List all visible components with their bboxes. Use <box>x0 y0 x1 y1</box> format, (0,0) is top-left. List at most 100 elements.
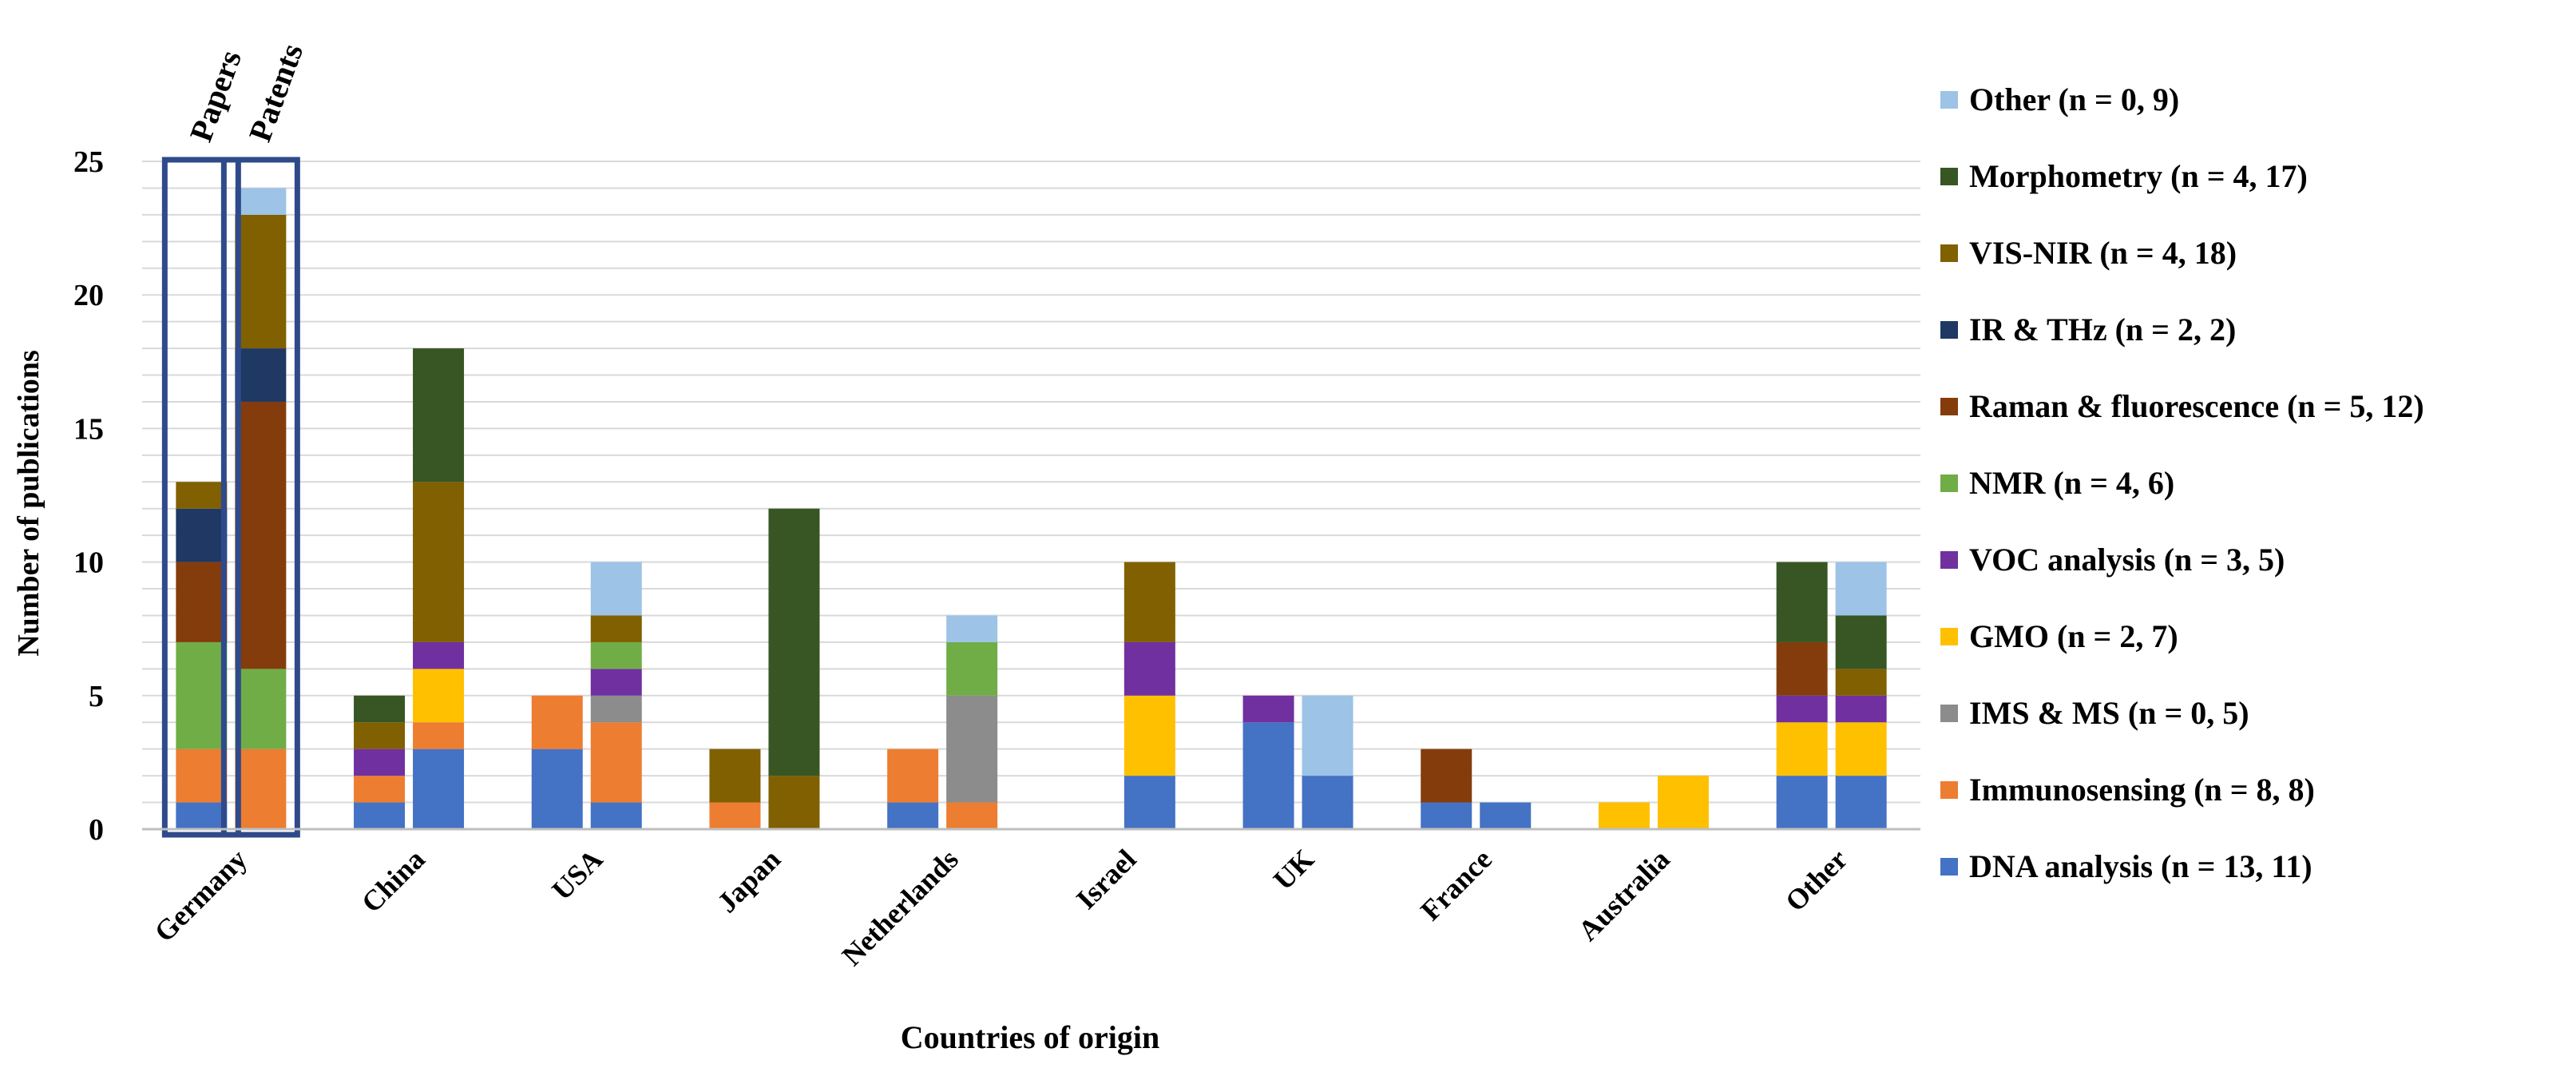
bar-segment-patents <box>1835 562 1887 616</box>
bar-segment-papers <box>1598 802 1650 829</box>
axes: 0 5 10 15 20 25 Germany China USA Japan Netherland… <box>73 145 1920 972</box>
bar-segment-patents <box>1302 776 1353 829</box>
bar-segment-patents <box>413 348 465 482</box>
legend-swatch <box>1940 91 1958 109</box>
bar-segment-patents <box>235 669 287 749</box>
y-tick-label: 15 <box>73 412 104 446</box>
bar-segment-papers <box>354 802 406 829</box>
legend-label: IMS & MS (n = 0, 5) <box>1969 695 2249 731</box>
bar-segment-patents <box>1480 802 1532 829</box>
bar-segment-papers <box>354 776 406 803</box>
y-tick-label: 5 <box>89 680 104 713</box>
legend-label: IR & THz (n = 2, 2) <box>1969 312 2236 347</box>
y-tick-label: 0 <box>89 813 104 847</box>
legend-label: Raman & fluorescence (n = 5, 12) <box>1969 388 2424 424</box>
legend-label: Immunosensing (n = 8, 8) <box>1969 772 2315 808</box>
bar-segment-papers <box>1776 562 1828 642</box>
bar-segment-patents <box>235 401 287 669</box>
x-tick-label: Japan <box>711 843 787 919</box>
legend-label: NMR (n = 4, 6) <box>1969 465 2174 501</box>
bar-segment-patents <box>1835 615 1887 669</box>
bar-segment-papers <box>531 695 583 749</box>
legend-swatch <box>1940 321 1958 339</box>
bar-segment-patents <box>590 695 642 723</box>
bar-segment-papers <box>176 562 228 642</box>
bar-segment-patents <box>1835 722 1887 776</box>
bar-segment-papers <box>1421 748 1472 803</box>
legend-label: Other (n = 0, 9) <box>1969 81 2179 117</box>
x-tick-label: Israel <box>1070 843 1142 915</box>
bar-segment-patents <box>1124 641 1175 696</box>
bar-segment-patents <box>1302 695 1353 776</box>
legend-swatch <box>1940 398 1958 415</box>
bar-segment-patents <box>590 802 642 829</box>
bar-segment-patents <box>590 562 642 616</box>
papers-group-label: Papers <box>183 46 249 146</box>
x-tick-label: France <box>1414 843 1498 927</box>
legend-swatch <box>1940 858 1958 876</box>
bar-segment-patents <box>1124 695 1175 776</box>
bar-segment-patents <box>235 348 287 402</box>
patents-highlight-box <box>220 157 300 838</box>
bar-segment-papers <box>1421 802 1472 829</box>
bar-segment-patents <box>413 641 465 669</box>
bar-segment-patents <box>1835 669 1887 696</box>
bar-segment-papers <box>354 748 406 776</box>
x-axis-title: Countries of origin <box>901 1019 1159 1055</box>
bar-segment-papers <box>176 482 228 509</box>
bar-segment-patents <box>235 188 287 215</box>
legend-swatch <box>1940 551 1958 569</box>
legend-label: GMO (n = 2, 7) <box>1969 618 2178 654</box>
bar-segment-patents <box>590 641 642 669</box>
bar-segment-patents <box>590 615 642 642</box>
legend-label: DNA analysis (n = 13, 11) <box>1969 848 2312 884</box>
y-axis-title: Number of publications <box>12 350 46 657</box>
bar-segment-patents <box>768 508 820 776</box>
legend-swatch <box>1940 705 1958 722</box>
legend-swatch <box>1940 168 1958 185</box>
bar-segment-papers <box>1242 695 1294 723</box>
x-tick-label: Australia <box>1571 843 1675 947</box>
bar-segment-papers <box>1776 695 1828 723</box>
bar-segment-patents <box>1124 776 1175 829</box>
legend-label: VIS-NIR (n = 4, 18) <box>1969 235 2237 271</box>
bar-segment-patents <box>946 641 998 696</box>
bar-segment-patents <box>768 776 820 829</box>
bars <box>176 188 1887 829</box>
bar-segment-patents <box>413 669 465 723</box>
patents-group-label: Patents <box>242 39 311 146</box>
bar-segment-papers <box>176 748 228 803</box>
x-tick-label: UK <box>1267 843 1320 895</box>
bar-segment-papers <box>1776 641 1828 696</box>
legend-swatch <box>1940 781 1958 799</box>
bar-segment-papers <box>176 802 228 829</box>
x-tick-label: Other <box>1779 843 1853 917</box>
legend-label: Morphometry (n = 4, 17) <box>1969 158 2308 194</box>
x-tick-label: China <box>355 843 431 919</box>
bar-segment-patents <box>413 722 465 749</box>
y-tick-label: 25 <box>73 145 104 179</box>
bar-segment-papers <box>887 748 939 803</box>
bar-segment-papers <box>1776 722 1828 776</box>
bar-segment-patents <box>1124 562 1175 642</box>
bar-segment-papers <box>354 695 406 723</box>
bar-segment-patents <box>413 748 465 829</box>
bar-segment-patents <box>590 669 642 696</box>
legend-swatch <box>1940 628 1958 645</box>
grid-lines <box>142 161 1920 804</box>
bar-segment-papers <box>709 802 761 829</box>
legend-label: VOC analysis (n = 3, 5) <box>1969 542 2285 578</box>
y-tick-label: 10 <box>73 546 104 580</box>
legend: Other (n = 0, 9) Morphometry (n = 4, 17) V… <box>1940 81 2424 884</box>
bar-segment-patents <box>413 482 465 642</box>
bar-segment-patents <box>1835 776 1887 829</box>
y-tick-label: 20 <box>73 279 104 312</box>
papers-highlight-box <box>161 157 241 838</box>
bar-segment-patents <box>235 748 287 829</box>
bar-segment-patents <box>946 802 998 829</box>
bar-segment-papers <box>887 802 939 829</box>
bar-segment-papers <box>354 722 406 749</box>
bar-segment-papers <box>1242 722 1294 829</box>
